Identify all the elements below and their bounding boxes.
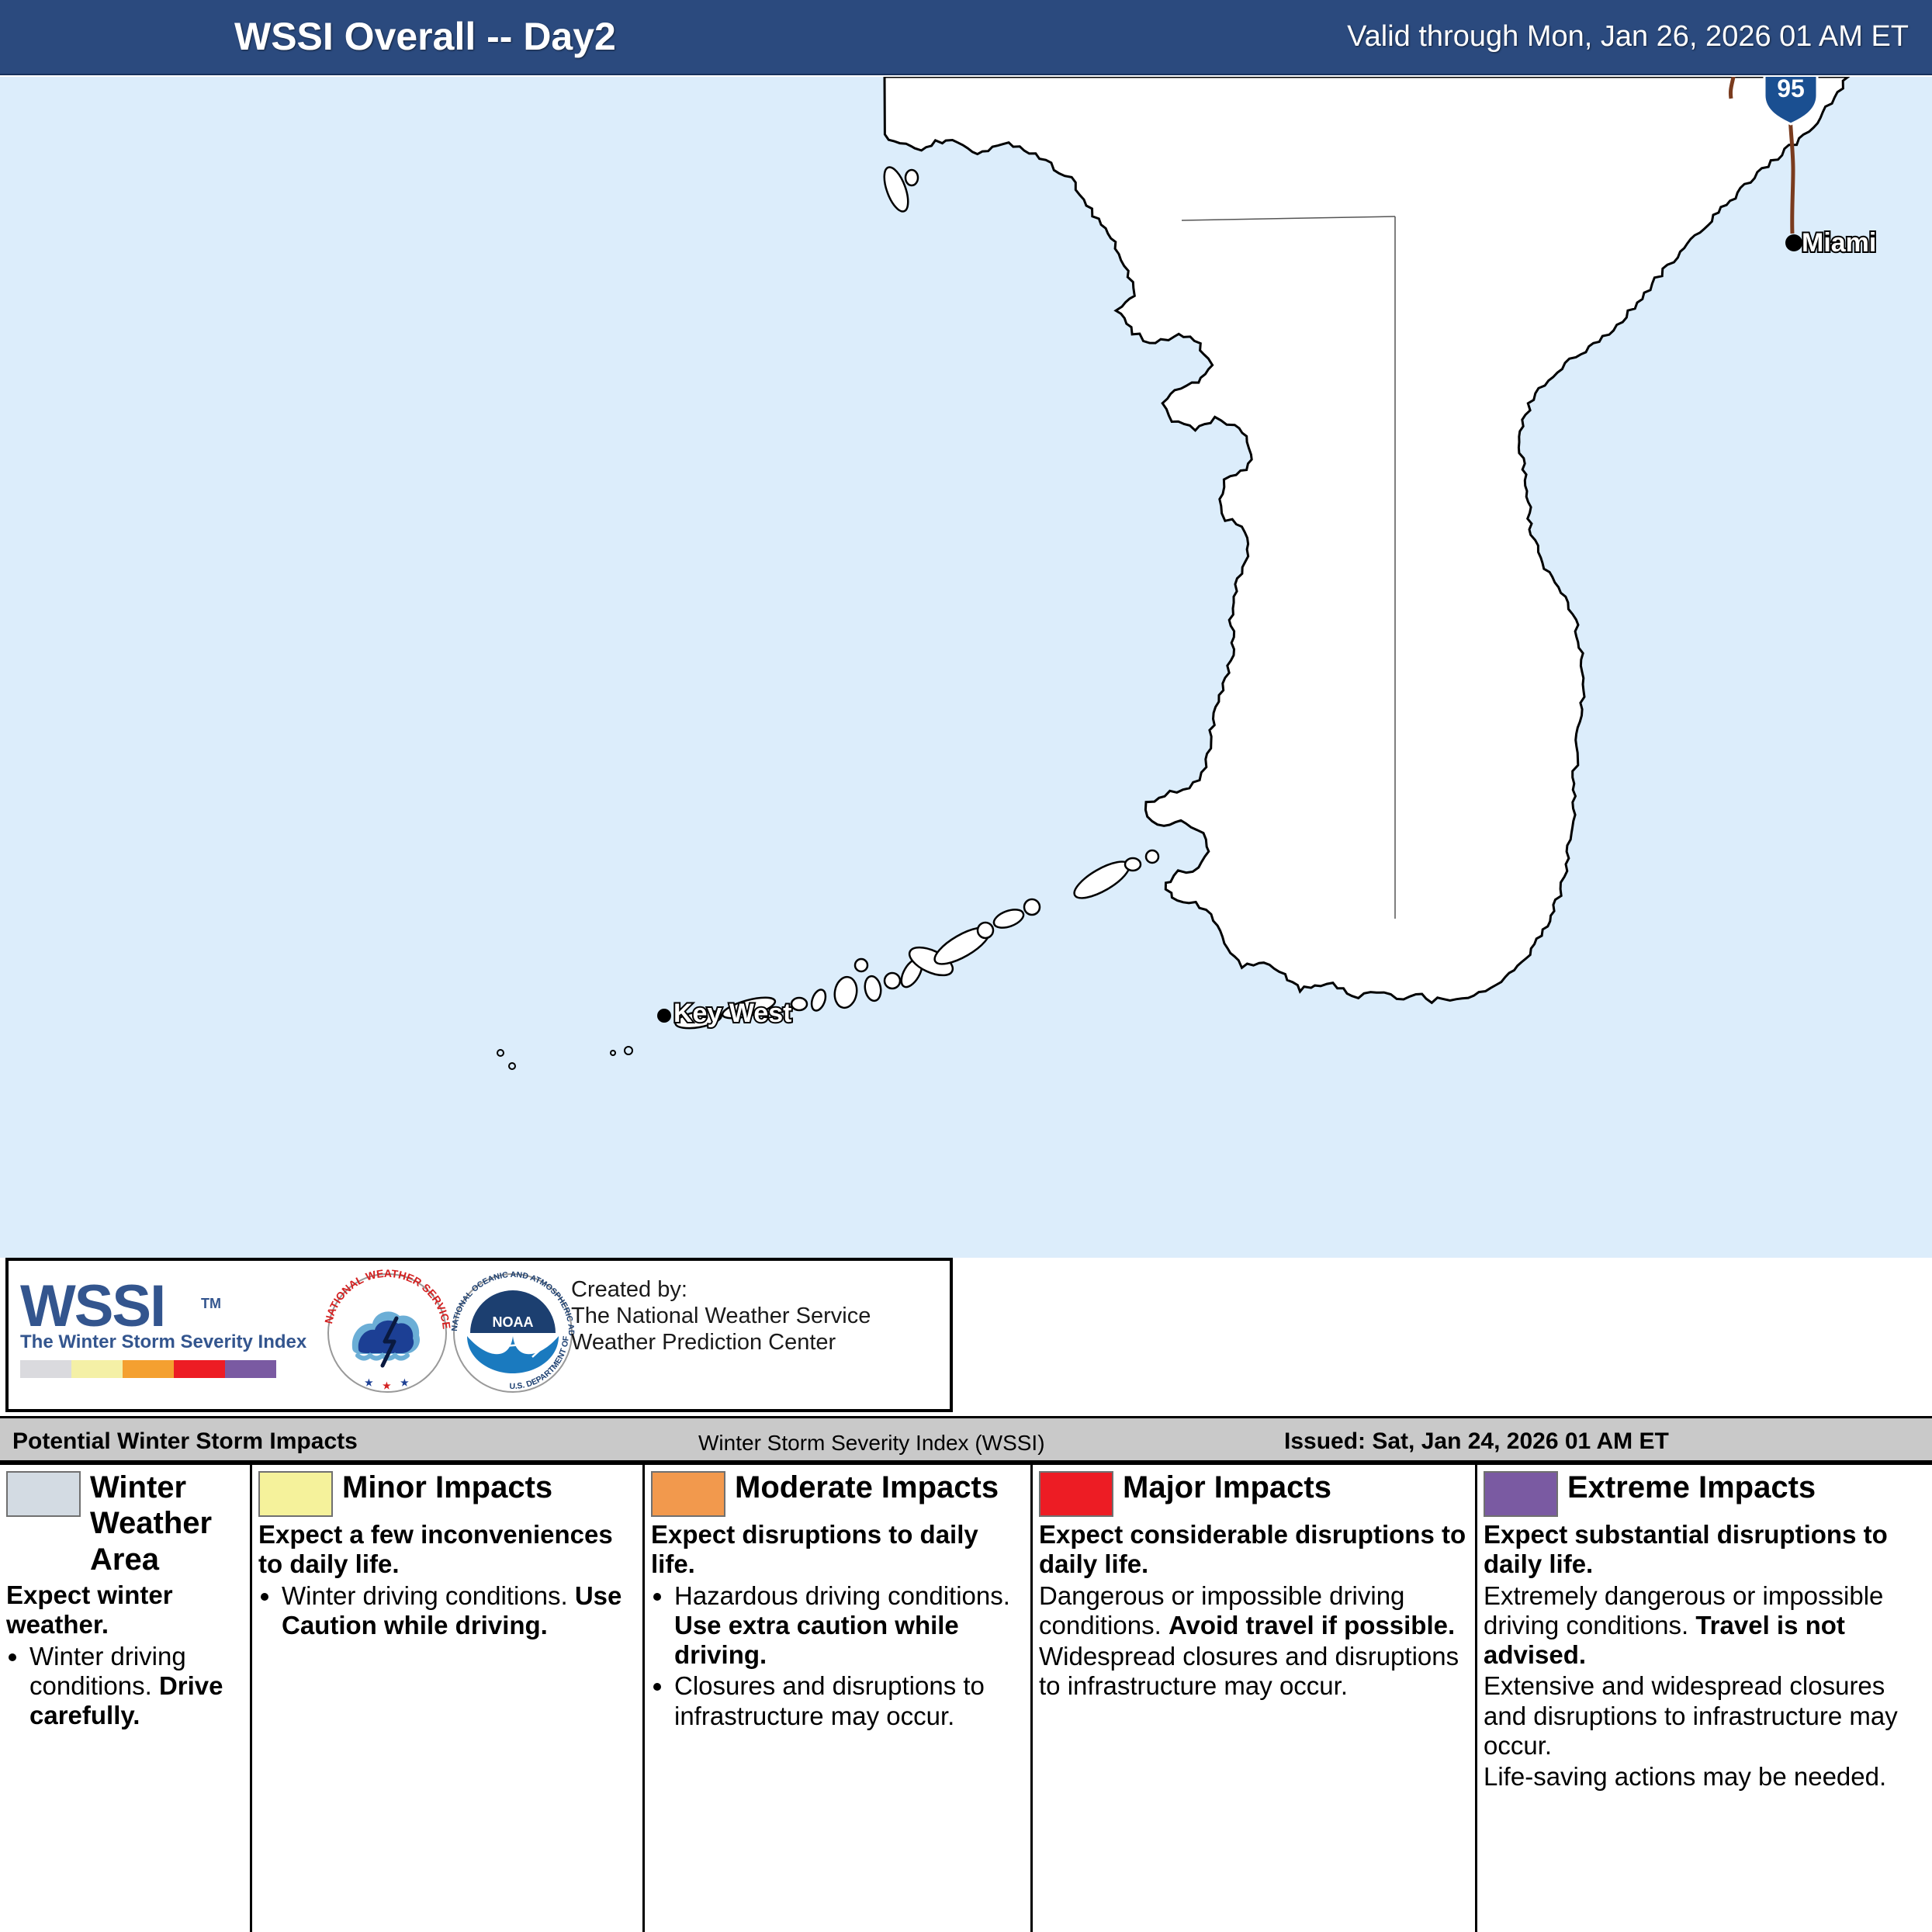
svg-text:Weather Prediction Center: Weather Prediction Center bbox=[571, 1330, 836, 1355]
svg-text:★: ★ bbox=[365, 1377, 373, 1388]
svg-text:★: ★ bbox=[383, 1380, 391, 1391]
svg-text:Key West: Key West bbox=[673, 999, 791, 1028]
svg-text:★: ★ bbox=[400, 1377, 409, 1388]
svg-text:Miami: Miami bbox=[1802, 228, 1876, 258]
svg-text:NOAA: NOAA bbox=[493, 1314, 534, 1330]
svg-text:TM: TM bbox=[201, 1296, 221, 1311]
svg-text:WSSI: WSSI bbox=[20, 1273, 164, 1339]
svg-text:The National Weather Service: The National Weather Service bbox=[571, 1304, 871, 1328]
svg-text:The Winter Storm Severity Inde: The Winter Storm Severity Index bbox=[20, 1331, 307, 1352]
svg-text:95: 95 bbox=[1777, 77, 1805, 102]
svg-text:Created by:: Created by: bbox=[571, 1277, 687, 1302]
